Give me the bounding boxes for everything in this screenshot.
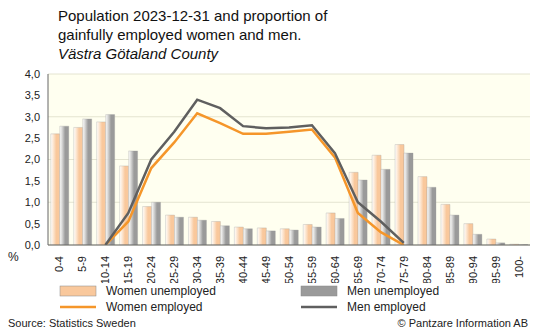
html-text:Men employed: Men employed: [347, 300, 426, 314]
svg-text:55-59: 55-59: [306, 256, 318, 283]
svg-text:2,0: 2,0: [25, 153, 40, 165]
svg-text:0-4: 0-4: [53, 256, 65, 272]
html-text:Population 2023-12-31 and prop: Population 2023-12-31 and proportion of …: [58, 7, 328, 43]
svg-text:100-: 100-: [513, 256, 525, 278]
svg-text:60-64: 60-64: [329, 256, 341, 283]
svg-text:15-19: 15-19: [122, 256, 134, 283]
svg-text:45-49: 45-49: [260, 256, 272, 283]
svg-text:4,0: 4,0: [25, 68, 40, 80]
svg-text:35-39: 35-39: [214, 256, 226, 283]
svg-text:65-69: 65-69: [352, 256, 364, 283]
html-text:Women employed: Women employed: [106, 300, 203, 314]
svg-text:10-14: 10-14: [99, 256, 111, 283]
svg-text:90-94: 90-94: [467, 256, 479, 283]
html-text:Women unemployed: Women unemployed: [106, 284, 216, 298]
html-text:© Pantzare Information AB: © Pantzare Information AB: [397, 317, 528, 329]
svg-text:0,5: 0,5: [25, 218, 40, 230]
html-text:Source: Statistics Sweden: Source: Statistics Sweden: [8, 317, 136, 329]
svg-text:40-44: 40-44: [237, 256, 249, 283]
svg-text:20-24: 20-24: [145, 256, 157, 283]
svg-text:5-9: 5-9: [76, 256, 88, 272]
svg-text:3,0: 3,0: [25, 111, 40, 123]
svg-text:25-29: 25-29: [168, 256, 180, 283]
svg-text:3,5: 3,5: [25, 89, 40, 101]
svg-text:0,0: 0,0: [25, 239, 40, 251]
svg-text:75-79: 75-79: [398, 256, 410, 283]
svg-text:50-54: 50-54: [283, 256, 295, 283]
svg-text:2,5: 2,5: [25, 132, 40, 144]
svg-text:95-99: 95-99: [490, 256, 502, 283]
html-text:Men unemployed: Men unemployed: [347, 284, 440, 298]
svg-text:70-74: 70-74: [375, 256, 387, 283]
svg-text:30-34: 30-34: [191, 256, 203, 283]
svg-text:1,5: 1,5: [25, 175, 40, 187]
svg-text:80-84: 80-84: [421, 256, 433, 283]
svg-text:1,0: 1,0: [25, 196, 40, 208]
html-text:Västra Götaland County: Västra Götaland County: [58, 45, 219, 62]
svg-text:85-89: 85-89: [444, 256, 456, 283]
